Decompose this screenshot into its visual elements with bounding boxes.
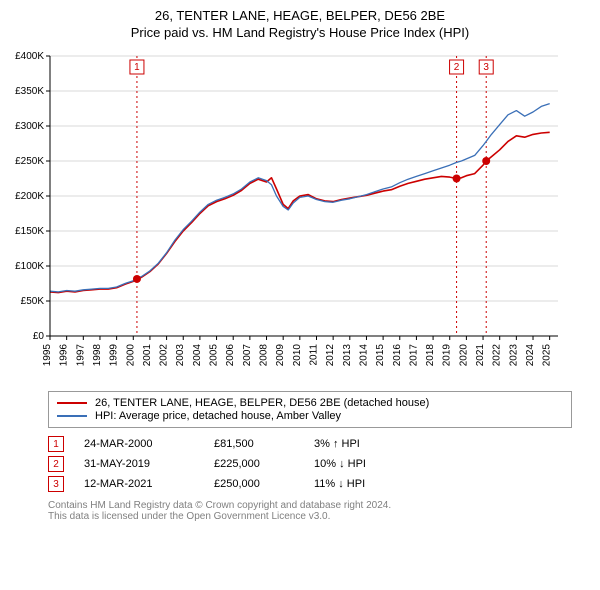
svg-text:2024: 2024	[525, 344, 536, 367]
svg-text:2002: 2002	[159, 344, 170, 367]
chart-title-block: 26, TENTER LANE, HEAGE, BELPER, DE56 2BE…	[8, 8, 592, 40]
event-date: 12-MAR-2021	[84, 478, 194, 490]
event-diff: 11% ↓ HPI	[314, 478, 424, 490]
svg-text:£350K: £350K	[15, 86, 44, 97]
svg-text:2005: 2005	[209, 344, 220, 367]
svg-text:2007: 2007	[242, 344, 253, 367]
legend-label: 26, TENTER LANE, HEAGE, BELPER, DE56 2BE…	[95, 397, 429, 409]
event-diff: 3% ↑ HPI	[314, 438, 424, 450]
event-date: 24-MAR-2000	[84, 438, 194, 450]
footnote-line1: Contains HM Land Registry data © Crown c…	[48, 500, 572, 511]
svg-text:2021: 2021	[475, 344, 486, 367]
svg-text:£50K: £50K	[21, 296, 45, 307]
title-line1: 26, TENTER LANE, HEAGE, BELPER, DE56 2BE	[8, 8, 592, 23]
svg-text:1996: 1996	[59, 344, 70, 367]
event-marker: 3	[48, 476, 64, 492]
svg-text:2016: 2016	[392, 344, 403, 367]
title-line2: Price paid vs. HM Land Registry's House …	[8, 25, 592, 40]
chart-container: £0 £50K £100K £150K £200K £250K £300K £350K £400…	[8, 48, 592, 383]
svg-text:£250K: £250K	[15, 156, 44, 167]
event-diff: 10% ↓ HPI	[314, 458, 424, 470]
svg-text:2012: 2012	[325, 344, 336, 367]
event-row: 1 24-MAR-2000 £81,500 3% ↑ HPI	[48, 434, 572, 454]
svg-text:£150K: £150K	[15, 226, 44, 237]
footnote-line2: This data is licensed under the Open Gov…	[48, 511, 572, 522]
svg-text:2025: 2025	[542, 344, 553, 367]
svg-text:1998: 1998	[92, 344, 103, 367]
event-marker: 2	[48, 456, 64, 472]
event-price: £81,500	[214, 438, 294, 450]
footnote: Contains HM Land Registry data © Crown c…	[48, 500, 572, 522]
event-row: 2 31-MAY-2019 £225,000 10% ↓ HPI	[48, 454, 572, 474]
svg-text:2006: 2006	[225, 344, 236, 367]
svg-text:2011: 2011	[308, 344, 319, 366]
svg-text:2008: 2008	[259, 344, 270, 367]
legend: 26, TENTER LANE, HEAGE, BELPER, DE56 2BE…	[48, 391, 572, 428]
legend-label: HPI: Average price, detached house, Ambe…	[95, 410, 341, 422]
event-date: 31-MAY-2019	[84, 458, 194, 470]
svg-text:2000: 2000	[125, 344, 136, 367]
legend-row: HPI: Average price, detached house, Ambe…	[57, 410, 563, 422]
svg-text:£100K: £100K	[15, 261, 44, 272]
svg-text:£200K: £200K	[15, 191, 44, 202]
event-row: 3 12-MAR-2021 £250,000 11% ↓ HPI	[48, 474, 572, 494]
svg-text:2003: 2003	[175, 344, 186, 367]
legend-swatch	[57, 402, 87, 404]
legend-row: 26, TENTER LANE, HEAGE, BELPER, DE56 2BE…	[57, 397, 563, 409]
svg-text:1995: 1995	[42, 344, 53, 367]
svg-text:£0: £0	[33, 331, 45, 342]
svg-text:2013: 2013	[342, 344, 353, 367]
svg-text:1999: 1999	[109, 344, 120, 367]
line-chart: £0 £50K £100K £150K £200K £250K £300K £350K £400…	[8, 48, 568, 378]
svg-text:2019: 2019	[442, 344, 453, 367]
legend-swatch	[57, 415, 87, 417]
event-price: £250,000	[214, 478, 294, 490]
svg-text:2017: 2017	[408, 344, 419, 367]
svg-text:2004: 2004	[192, 344, 203, 367]
svg-text:2015: 2015	[375, 344, 386, 367]
event-marker: 1	[48, 436, 64, 452]
svg-text:£400K: £400K	[15, 51, 44, 62]
svg-text:2018: 2018	[425, 344, 436, 367]
svg-text:2001: 2001	[142, 344, 153, 367]
svg-text:2: 2	[454, 62, 460, 73]
svg-text:2009: 2009	[275, 344, 286, 367]
svg-text:£300K: £300K	[15, 121, 44, 132]
event-price: £225,000	[214, 458, 294, 470]
svg-text:2010: 2010	[292, 344, 303, 367]
svg-text:3: 3	[483, 62, 489, 73]
svg-text:1: 1	[134, 62, 140, 73]
event-table: 1 24-MAR-2000 £81,500 3% ↑ HPI 2 31-MAY-2019 £…	[48, 434, 572, 494]
svg-text:2023: 2023	[508, 344, 519, 367]
svg-text:2014: 2014	[358, 344, 369, 367]
svg-text:2020: 2020	[458, 344, 469, 367]
svg-text:1997: 1997	[75, 344, 86, 367]
svg-text:2022: 2022	[492, 344, 503, 367]
